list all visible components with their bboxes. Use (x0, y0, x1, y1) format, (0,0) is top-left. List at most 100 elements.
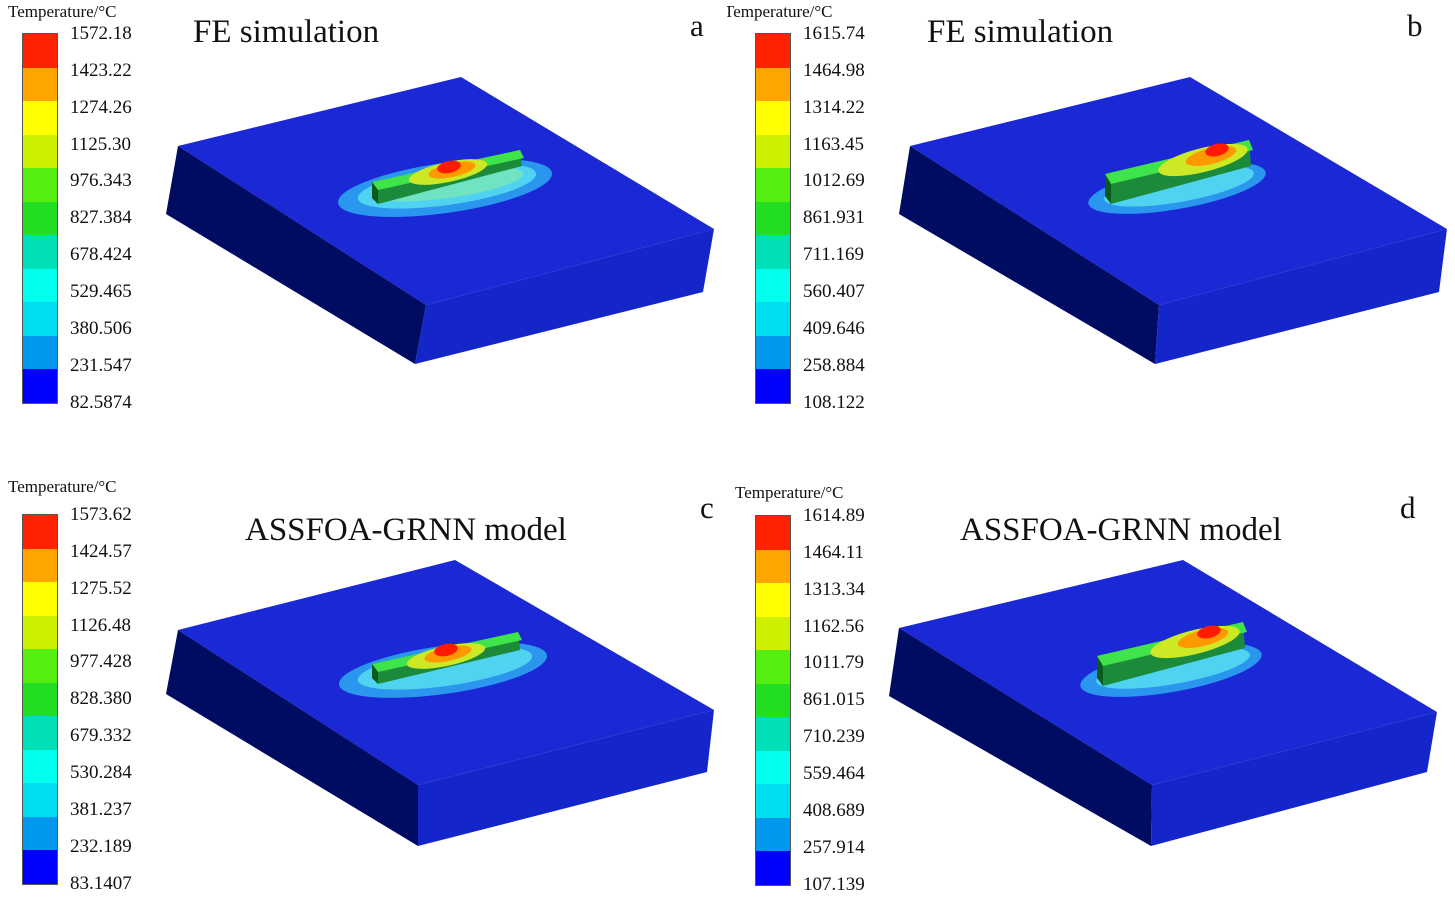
plate-front-right-face (418, 710, 714, 846)
colorbar-tick-label: 1313.34 (803, 578, 865, 600)
panel-b: Temperature/°C 1615.74 1464.98 1314.22 1163… (727, 0, 1454, 450)
colorbar (755, 33, 791, 404)
colorbar-segment (756, 750, 790, 784)
colorbar (22, 33, 58, 404)
colorbar-segment (756, 784, 790, 818)
colorbar-segment (756, 583, 790, 617)
panel-title: ASSFOA-GRNN model (960, 512, 1282, 548)
colorbar-segment (756, 683, 790, 717)
colorbar-segment (23, 134, 57, 168)
colorbar-tick-label: 257.914 (803, 836, 865, 858)
colorbar-segment (756, 168, 790, 202)
colorbar-segment (23, 34, 57, 68)
colorbar-tick-label: 1614.89 (803, 505, 865, 526)
colorbar-segment (23, 716, 57, 750)
colorbar-tick-label: 710.239 (803, 726, 865, 748)
colorbar-segment (23, 515, 57, 549)
colorbar-tick-label: 1125.30 (70, 133, 132, 155)
colorbar-segment (756, 616, 790, 650)
colorbar-tick-label: 107.139 (803, 873, 865, 895)
panel-title: ASSFOA-GRNN model (245, 512, 567, 548)
weld-pool-peak (434, 643, 458, 657)
colorbar-tick-label: 409.646 (803, 317, 865, 339)
legend-title: Temperature/°C (8, 477, 117, 496)
colorbar-tick-label: 1162.56 (803, 615, 865, 637)
panel-letter: b (1407, 8, 1423, 43)
plate-front-right-face (1155, 229, 1447, 364)
colorbar-tick-label: 231.547 (70, 354, 132, 376)
weld-bead-end (1105, 174, 1111, 204)
colorbar-tick-label: 1424.57 (70, 540, 132, 562)
colorbar-segment (756, 134, 790, 168)
plate-front-right-face (415, 229, 714, 364)
colorbar-segment (756, 268, 790, 302)
weld-bead-end (372, 664, 378, 684)
colorbar-segment (756, 817, 790, 851)
colorbar-segment (756, 201, 790, 235)
colorbar-segment (23, 682, 57, 716)
temperature-field-plot (889, 560, 1437, 846)
colorbar-tick-label: 679.332 (70, 725, 132, 747)
colorbar-segment (756, 67, 790, 101)
colorbar-tick-label: 1314.22 (803, 96, 865, 118)
temperature-field-plot (166, 77, 714, 364)
plate-front-left-face (166, 630, 418, 846)
colorbar-tick-label: 381.237 (70, 798, 132, 820)
panel-letter: c (700, 490, 714, 525)
temperature-field-plot (166, 560, 714, 846)
panel-a: Temperature/°C 1572.18 1423.22 1274.26 1125… (0, 0, 727, 450)
colorbar-tick-label: 529.465 (70, 280, 132, 302)
colorbar-tick-label: 560.407 (803, 280, 865, 302)
colorbar-tick-label: 678.424 (70, 244, 132, 266)
colorbar-tick-label: 861.015 (803, 689, 865, 711)
colorbar-segment (23, 615, 57, 649)
colorbar (22, 514, 58, 885)
colorbar-tick-label: 1126.48 (70, 614, 132, 636)
weld-bead-end (372, 182, 378, 204)
panel-letter: a (690, 8, 704, 43)
plate-front-left-face (899, 146, 1159, 364)
panel-c: Temperature/°C 1573.62 1424.57 1275.52 1126… (0, 450, 727, 900)
colorbar-segment (756, 851, 790, 885)
colorbar-segment (756, 516, 790, 550)
legend-title: Temperature/°C (727, 2, 833, 21)
temperature-field-plot (899, 77, 1447, 364)
colorbar-segment (23, 783, 57, 817)
colorbar-tick-label: 1464.11 (803, 541, 865, 563)
plate-front-left-face (889, 628, 1152, 846)
colorbar-tick-label: 1423.22 (70, 59, 132, 81)
plate-front-right-face (1151, 712, 1437, 846)
legend-title: Temperature/°C (735, 483, 844, 502)
colorbar-tick-label: 1464.98 (803, 59, 865, 81)
colorbar-tick-label: 108.122 (803, 391, 865, 413)
panel-title: FE simulation (193, 14, 380, 50)
colorbar-tick-label: 530.284 (70, 761, 132, 783)
panel-title: FE simulation (927, 14, 1114, 50)
colorbar-segment (23, 816, 57, 850)
colorbar-segment (23, 201, 57, 235)
colorbar-tick-label: 1163.45 (803, 133, 865, 155)
plate-front-left-face (166, 146, 426, 364)
weld-pool-peak (437, 160, 461, 174)
colorbar-segment (23, 850, 57, 884)
weld-pool-peak (1205, 143, 1229, 157)
panel-letter: d (1400, 490, 1416, 525)
colorbar-tick-label: 977.428 (70, 651, 132, 673)
weld-pool-peak (1197, 625, 1221, 639)
colorbar-tick-label: 232.189 (70, 835, 132, 857)
colorbar-tick-label: 559.464 (803, 762, 865, 784)
colorbar-tick-label: 1011.79 (803, 652, 865, 674)
colorbar-segment (23, 302, 57, 336)
colorbar-segment (756, 717, 790, 751)
heat-zone-mid (1104, 165, 1254, 207)
colorbar-segment (756, 235, 790, 269)
colorbar-segment (23, 235, 57, 269)
colorbar-segment (756, 650, 790, 684)
colorbar-segment (23, 548, 57, 582)
colorbar-segment (23, 369, 57, 403)
colorbar-tick-label: 1275.52 (70, 577, 132, 599)
colorbar-segment (756, 335, 790, 369)
colorbar-segment (23, 268, 57, 302)
colorbar-segment (756, 549, 790, 583)
colorbar-segment (23, 101, 57, 135)
